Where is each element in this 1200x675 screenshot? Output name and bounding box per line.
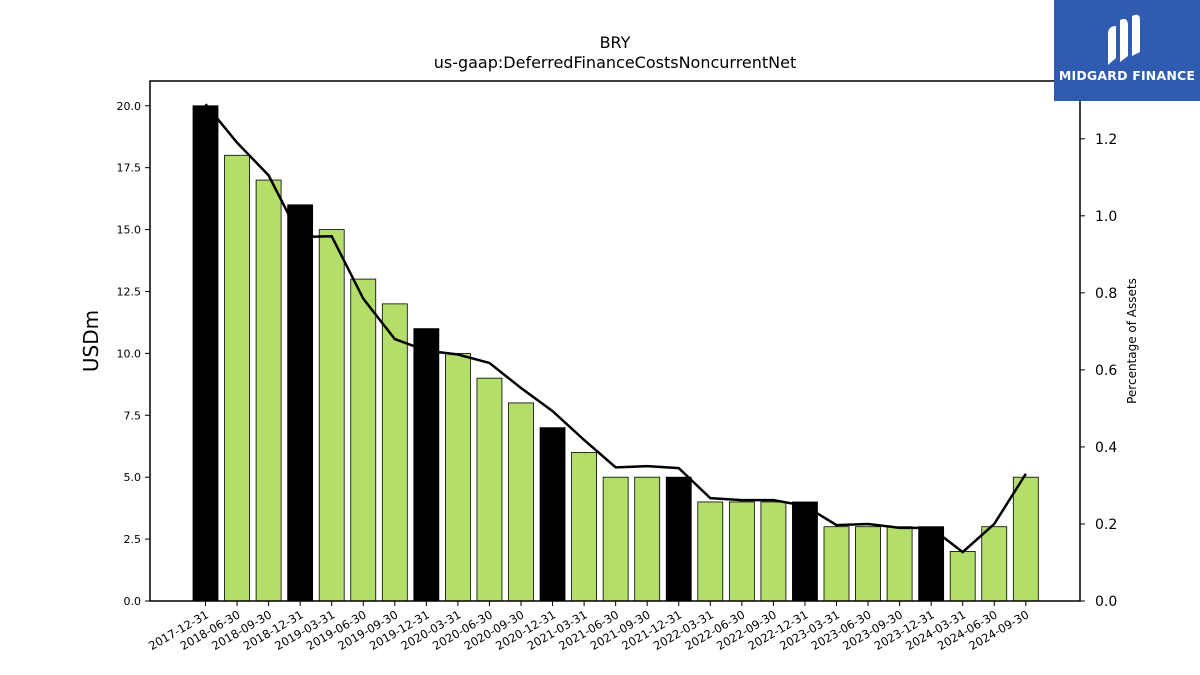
bar-2019-03-31 — [318, 229, 345, 602]
y2-tick-label: 1.2 — [1095, 132, 1117, 148]
y-tick-label: 12.5 — [117, 285, 142, 298]
y-tick-label: 5.0 — [124, 471, 142, 484]
y-tick-label: 20.0 — [117, 100, 142, 113]
bar-2019-06-30 — [350, 278, 377, 602]
chart-subtitle: us-gaap:DeferredFinanceCostsNoncurrentNe… — [434, 53, 797, 72]
chart-title: BRY — [600, 33, 631, 52]
logo: MIDGARD FINANCE — [1054, 0, 1200, 101]
x-axis: 2017-12-312018-06-302018-09-302018-12-31… — [146, 601, 1031, 653]
bar-2022-06-30 — [728, 501, 755, 602]
y-axis-label: USDm — [79, 310, 103, 372]
bar-2019-12-31 — [413, 328, 440, 602]
y-tick-label: 7.5 — [124, 409, 142, 422]
y2-tick-label: 0.0 — [1095, 594, 1117, 610]
bar-2023-06-30 — [855, 526, 881, 602]
y2-tick-label: 0.8 — [1095, 286, 1117, 302]
bar-2023-12-31 — [918, 526, 945, 602]
y2-tick-label: 0.6 — [1095, 363, 1117, 379]
bar-2022-12-31 — [792, 501, 818, 602]
bar-2021-12-31 — [665, 476, 692, 602]
bar-2021-09-30 — [634, 476, 661, 602]
y-tick-label: 2.5 — [124, 533, 142, 546]
y-axis-right: 0.0 0.2 0.4 0.6 0.8 1.0 1.2 — [1080, 132, 1117, 610]
y-tick-label: 10.0 — [117, 347, 142, 360]
logo-text: MIDGARD FINANCE — [1058, 68, 1196, 83]
bar-2022-09-30 — [760, 501, 787, 602]
plot-frame — [149, 80, 1081, 602]
bar-2022-03-31 — [697, 501, 724, 602]
midgard-logo-icon — [1108, 14, 1140, 65]
bar-2018-12-31 — [287, 204, 314, 602]
percentage-line — [204, 103, 1027, 554]
bar-2023-09-30 — [886, 526, 913, 602]
bar-2021-03-31 — [571, 452, 597, 602]
y2-axis-label: Percentage of Assets — [1125, 278, 1139, 404]
y-tick-label: 15.0 — [117, 224, 142, 237]
bar-2020-12-31 — [539, 427, 566, 602]
bar-2018-09-30 — [255, 179, 282, 602]
bars-group — [192, 105, 1039, 602]
y2-tick-label: 0.2 — [1095, 517, 1117, 533]
bar-2021-06-30 — [602, 476, 629, 602]
bar-2020-09-30 — [508, 402, 534, 602]
bar-2024-06-30 — [981, 526, 1008, 602]
bar-2024-03-31 — [949, 551, 976, 602]
bar-2020-06-30 — [476, 377, 503, 602]
y-tick-label: 0.0 — [124, 595, 142, 608]
bar-2023-03-31 — [823, 526, 850, 602]
bar-2024-09-30 — [1012, 476, 1039, 602]
bar-2017-12-31 — [192, 105, 219, 602]
y-axis-left: 0.0 2.5 5.0 7.5 10.0 12.5 15.0 17.5 20.0 — [117, 100, 150, 608]
y-tick-label: 17.5 — [117, 162, 142, 175]
bar-2018-06-30 — [224, 154, 250, 602]
y2-tick-label: 0.4 — [1095, 440, 1117, 456]
bar-2020-03-31 — [444, 352, 471, 602]
y2-tick-label: 1.0 — [1095, 209, 1117, 225]
bar-2019-09-30 — [381, 303, 408, 602]
